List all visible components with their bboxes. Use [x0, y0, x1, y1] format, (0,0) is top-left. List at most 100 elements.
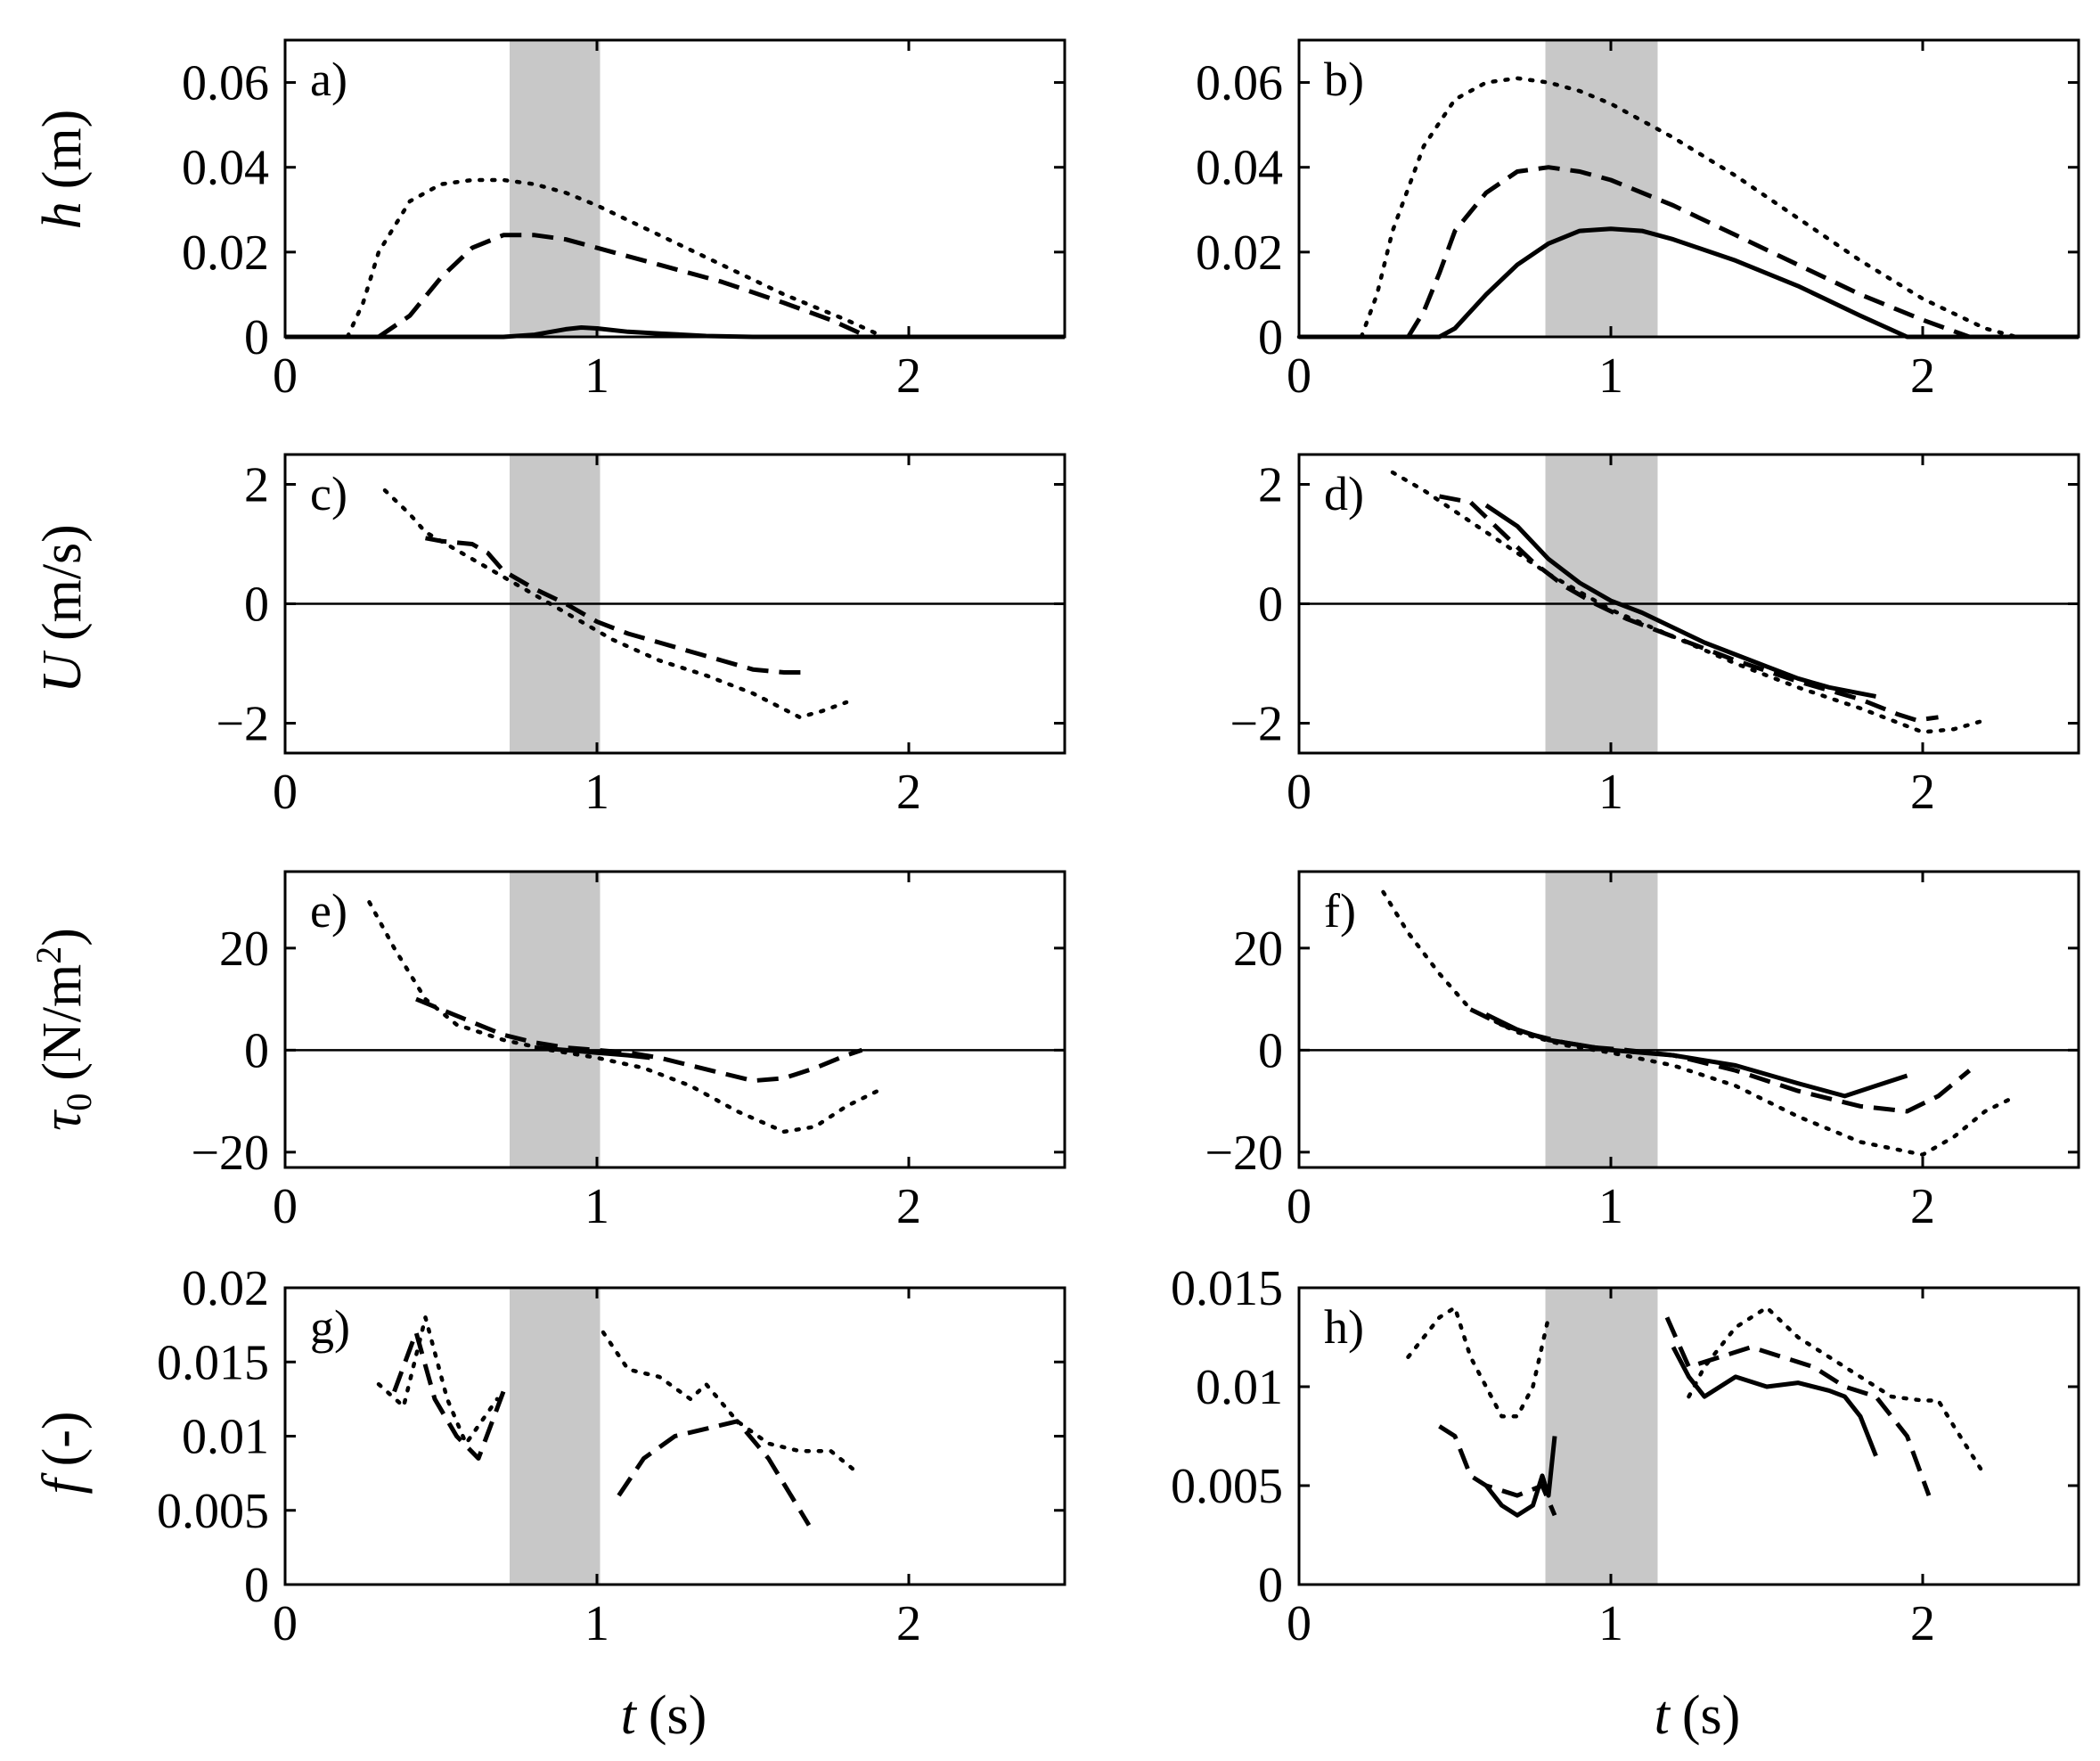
y-tick-label-b-2: 0.04	[1196, 141, 1283, 196]
x-tick-label-g-1: 1	[584, 1596, 609, 1651]
x-tick-label-e-1: 1	[584, 1179, 609, 1234]
y-tick-label-b-1: 0.02	[1196, 225, 1283, 281]
y-tick-label-b-0: 0	[1258, 310, 1283, 365]
ylabel-tau-symbol: τ	[32, 1109, 93, 1131]
ylabel-tau-close: )	[32, 928, 93, 946]
x-tick-label-c-0: 0	[273, 765, 298, 820]
xlabel-right: t (s)	[1655, 1685, 1741, 1746]
axes-frame-a	[283, 38, 1066, 339]
ylabel-f-unit: (-)	[32, 1411, 93, 1466]
series-dashed-d-1	[1439, 494, 1939, 723]
axes-frame-h	[1297, 1286, 2080, 1586]
shaded-region-f	[1545, 872, 1658, 1167]
series-dotted-a-2	[345, 177, 887, 340]
y-tick-label-g-0: 0	[244, 1558, 269, 1613]
xlabel-right-unit: (s)	[1682, 1685, 1740, 1746]
shaded-region-b	[1545, 40, 1658, 337]
y-tick-label-f-2: 20	[1233, 921, 1283, 977]
shaded-region-h	[1545, 1288, 1658, 1585]
series-dashed-a-1	[377, 233, 870, 340]
series-dotted-c-1	[382, 487, 849, 720]
ylabel-tau-subscript: 0	[59, 1093, 99, 1111]
x-tick-label-e-0: 0	[273, 1179, 298, 1234]
chart-panels: 0 1 200.020.040.06 a)0 1 200.020.040.06 b)0 1 2−…	[157, 38, 2081, 1651]
ylabel-tau-unit: (N/m	[32, 964, 93, 1081]
x-tick-label-h-1: 1	[1598, 1596, 1623, 1651]
y-tick-label-a-0: 0	[244, 310, 269, 365]
ylabel-h-unit: (m)	[32, 110, 93, 190]
y-tick-label-e-1: 0	[244, 1023, 269, 1078]
panel-a: 0 1 2 0 0.02 0.04 0.06 a)	[182, 38, 1066, 404]
y-tick-label-h-0: 0	[1258, 1558, 1283, 1613]
series-dashed-g-0	[392, 1330, 506, 1461]
series-solid-h-0	[1484, 1436, 1557, 1518]
y-tick-label-c-2: 2	[244, 458, 269, 513]
x-tick-label-b-1: 1	[1598, 348, 1623, 404]
x-tick-label-d-0: 0	[1287, 765, 1311, 820]
x-tick-label-f-2: 2	[1910, 1179, 1935, 1234]
y-tick-label-a-1: 0.02	[182, 225, 269, 281]
series-dotted-e-2	[367, 900, 880, 1134]
ylabel-tau: τ0 (N/m2)	[29, 928, 99, 1131]
x-tick-label-a-1: 1	[584, 348, 609, 404]
series-dotted-b-2	[1296, 76, 2081, 340]
y-tick-label-h-2: 0.01	[1196, 1360, 1283, 1415]
ylabel-u-symbol: U	[32, 650, 93, 693]
y-tick-label-d-0: −2	[1230, 697, 1283, 752]
series-dotted-f-2	[1381, 889, 2019, 1157]
panel-label-c: c)	[310, 467, 347, 520]
panel-label-h: h)	[1324, 1300, 1364, 1354]
x-tick-label-a-0: 0	[273, 348, 298, 404]
series-dashed-e-1	[415, 996, 863, 1084]
ylabel-f: f (-)	[32, 1411, 93, 1494]
series-dashed-g-1	[617, 1419, 812, 1527]
x-tick-label-d-2: 2	[1910, 765, 1935, 820]
panel-d: 0 1 2−202 d)	[1230, 453, 2080, 820]
y-tick-label-g-4: 0.02	[182, 1261, 269, 1316]
panel-label-e: e)	[310, 884, 347, 938]
panel-h: 0 1 2 0 0.005 0.01 0.015 h)	[1171, 1261, 2080, 1651]
series-dotted-g-2	[376, 1315, 500, 1446]
panel-label-a: a)	[310, 53, 347, 106]
x-tick-label-f-1: 1	[1598, 1179, 1623, 1234]
y-tick-label-f-0: −20	[1205, 1126, 1283, 1181]
series-solid-a-0	[285, 325, 1065, 340]
series-solid-h-1	[1671, 1346, 1878, 1457]
y-tick-label-f-1: 0	[1258, 1023, 1283, 1078]
y-tick-label-e-0: −20	[191, 1126, 269, 1181]
ylabel-u: U (m/s)	[32, 524, 93, 693]
y-tick-label-b-3: 0.06	[1196, 56, 1283, 111]
ylabel-tau-superscript: 2	[29, 946, 69, 964]
shaded-region-g	[510, 1288, 601, 1585]
y-tick-label-c-1: 0	[244, 577, 269, 633]
xlabel-left-symbol: t	[621, 1685, 638, 1746]
y-tick-label-e-2: 20	[219, 921, 269, 977]
panel-label-f: f)	[1324, 884, 1356, 938]
y-tick-label-c-0: −2	[216, 697, 269, 752]
panel-b: 0 1 2 0 0.02 0.04 0.06 b)	[1196, 38, 2081, 404]
y-tick-label-h-3: 0.015	[1171, 1261, 1283, 1316]
series-dashed-c-0	[425, 536, 806, 675]
y-tick-label-d-2: 2	[1258, 458, 1283, 513]
x-tick-label-g-2: 2	[896, 1596, 921, 1651]
series-dotted-h-4	[1406, 1305, 1551, 1419]
x-tick-label-h-0: 0	[1287, 1596, 1311, 1651]
series-dashed-h-3	[1664, 1316, 1932, 1496]
x-tick-label-b-2: 2	[1910, 348, 1935, 404]
xlabel-left-unit: (s)	[649, 1685, 707, 1746]
series-solid-b-0	[1299, 226, 2079, 340]
ylabel-h-symbol: h	[32, 201, 93, 229]
series-dotted-g-3	[601, 1330, 855, 1471]
panel-label-d: d)	[1324, 467, 1364, 520]
y-tick-label-a-3: 0.06	[182, 56, 269, 111]
y-tick-label-g-2: 0.01	[182, 1410, 269, 1465]
xlabel-right-symbol: t	[1655, 1685, 1671, 1746]
x-tick-label-h-2: 2	[1910, 1596, 1935, 1651]
x-tick-label-b-0: 0	[1287, 348, 1311, 404]
series-solid-d-0	[1484, 503, 1876, 699]
x-tick-label-d-1: 1	[1598, 765, 1623, 820]
x-tick-label-c-2: 2	[896, 765, 921, 820]
panel-g: 0 1 2 0 0.005 0.01 0.015 0.02 g)	[157, 1261, 1066, 1651]
